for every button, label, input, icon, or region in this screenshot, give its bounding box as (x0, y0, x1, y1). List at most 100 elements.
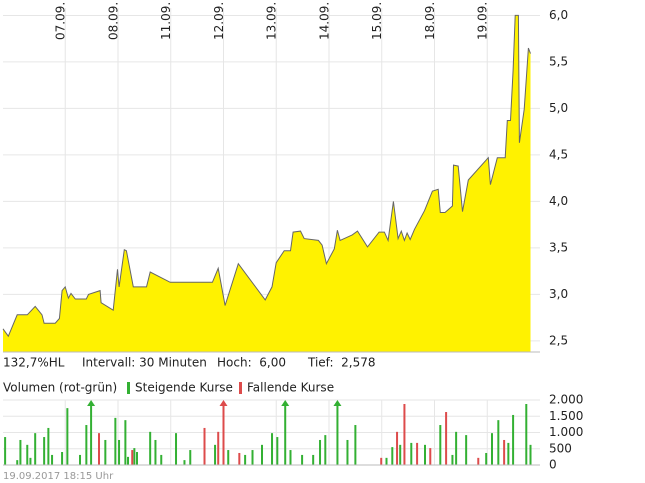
volume-bar (189, 450, 192, 465)
volume-bar (529, 444, 532, 465)
volume-bar (497, 420, 500, 465)
volume-bar (79, 454, 82, 465)
x-tick-label: 19.09. (476, 2, 490, 40)
volume-bar (43, 437, 46, 465)
volume-bar (385, 457, 388, 465)
volume-bar (485, 452, 488, 465)
volume-bar (4, 437, 7, 465)
x-tick-label: 15.09. (370, 2, 384, 40)
volume-bar (90, 404, 93, 465)
volume-bar (118, 439, 121, 465)
volume-bar (98, 433, 101, 465)
volume-bar (399, 444, 402, 465)
volume-bar (324, 435, 327, 465)
volume-bar (251, 450, 254, 465)
volume-bar (289, 450, 292, 465)
volume-bar (222, 404, 225, 465)
y-tick-label: 1.000 (549, 425, 583, 439)
y-tick-label: 2.000 (549, 393, 583, 407)
volume-bar (477, 457, 480, 465)
y-tick-label: 0 (549, 458, 557, 472)
volume-bar (455, 431, 458, 465)
legend-swatch (239, 382, 242, 394)
volume-bar (51, 454, 54, 465)
volume-bar (503, 439, 506, 465)
volume-bar (124, 420, 127, 465)
volume-bar (403, 404, 406, 465)
interval-info: Intervall: 30 Minuten (82, 356, 207, 370)
overflow-arrow (87, 400, 96, 406)
volume-bar (47, 427, 50, 465)
volume-bar (34, 433, 37, 465)
volume-bar (465, 435, 468, 465)
volume-bar (227, 450, 230, 465)
x-tick-label: 18.09. (423, 2, 437, 40)
legend-label: Steigende Kurse (135, 381, 233, 395)
volume-bars (4, 404, 532, 465)
y-tick-label: 500 (549, 441, 572, 455)
y-tick-label: 1.500 (549, 409, 583, 423)
volume-title: Volumen (rot-grün) (3, 381, 117, 395)
high-info: Hoch: 6,00 (217, 356, 286, 370)
volume-bar (160, 454, 163, 465)
price-line (2, 14, 531, 338)
volume-bar (525, 404, 528, 465)
timestamp: 19.09.2017 18:15 Uhr (3, 471, 114, 482)
low-info: Tief: 2,578 (307, 356, 376, 370)
volume-bar (312, 454, 315, 465)
y-tick-label: 3,5 (549, 240, 568, 254)
volume-bar (127, 456, 130, 465)
volume-bar (149, 431, 152, 465)
volume-bar (391, 447, 394, 465)
volume-bar (429, 448, 432, 465)
x-tick-label: 13.09. (265, 2, 279, 40)
y-tick-label: 5,5 (549, 54, 568, 68)
volume-bar (380, 457, 383, 465)
volume-bar (244, 454, 247, 465)
x-tick-label: 07.09. (54, 2, 68, 40)
volume-bar (410, 442, 413, 465)
volume-bar (336, 404, 339, 465)
volume-bar (445, 412, 448, 465)
volume-bar (238, 452, 241, 465)
volume-bar (29, 457, 32, 465)
volume-bar (19, 439, 22, 465)
volume-bar (104, 439, 107, 465)
overflow-arrow (333, 400, 342, 406)
volume-bar (85, 425, 88, 465)
volume-bar (396, 431, 399, 465)
x-tick-label: 12.09. (212, 2, 226, 40)
y-tick-label: 4,5 (549, 147, 568, 161)
volume-bar (16, 460, 19, 465)
y-tick-label: 5,0 (549, 101, 568, 115)
volume-bar (61, 452, 64, 465)
volume-bar (346, 439, 349, 465)
legend-label: Fallende Kurse (247, 381, 334, 395)
volume-bar (26, 444, 29, 465)
volume-bar (203, 427, 206, 465)
volume-bar (261, 444, 264, 465)
volume-bar (451, 454, 454, 465)
volume-bar (424, 444, 427, 465)
x-tick-label: 14.09. (317, 2, 331, 40)
volume-bar (271, 433, 274, 465)
volume-bar (66, 408, 69, 465)
volume-bars (98, 404, 506, 465)
volume-bar (131, 450, 134, 465)
volume-bar (135, 452, 138, 465)
volume-bar (416, 442, 419, 465)
volume-bar (133, 448, 136, 465)
x-tick-label: 11.09. (159, 2, 173, 40)
volume-bar (114, 417, 117, 465)
y-tick-label: 3,0 (549, 287, 568, 301)
volume-bar (512, 414, 515, 465)
overflow-arrow (281, 400, 290, 406)
legend-swatch (127, 382, 130, 394)
volume-bar (276, 437, 279, 465)
volume-bar (490, 433, 493, 465)
volume-bar (284, 404, 287, 465)
y-tick-label: 6,0 (549, 8, 568, 22)
volume-bar (183, 460, 186, 465)
volume-bar (319, 439, 322, 465)
